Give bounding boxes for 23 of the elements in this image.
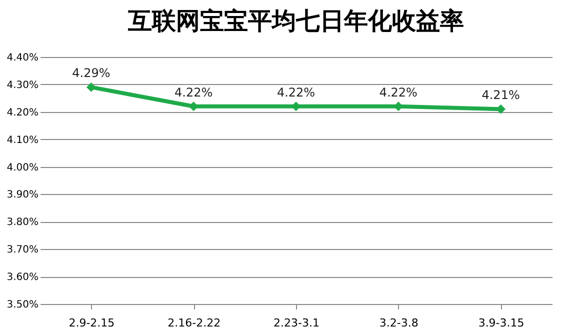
data-label: 4.21% (482, 88, 520, 102)
point (188, 102, 198, 112)
data-label: 4.22% (276, 85, 316, 100)
y-tick-label: 3.70% (6, 244, 38, 256)
x-tick-label: 2.23-3.1 (274, 316, 320, 330)
data-label: 4.29% (72, 66, 110, 80)
data-label: 4.22% (174, 85, 213, 100)
data-label: 4.22% (379, 85, 418, 100)
chart-title: 互联网宝宝平均七日年化收益率 (127, 6, 464, 35)
y-tick-label: 3.50% (6, 300, 38, 310)
y-tick-label: 4.40% (6, 52, 38, 64)
y-tick-label: 4.30% (6, 80, 38, 91)
y-tick-label: 4.00% (6, 162, 38, 174)
y-tick-label: 4.20% (6, 107, 38, 118)
x-tick-label: 3.9-3.15 (478, 316, 524, 330)
y-tick-label: 3.80% (6, 217, 38, 228)
x-tick-label: 2.16-2.22 (168, 316, 221, 330)
y-tick-label: 3.60% (6, 272, 38, 284)
point (86, 82, 96, 92)
y-tick-label: 3.90% (6, 190, 38, 201)
y-tick-label: 4.10% (6, 134, 38, 146)
x-tick-label: 3.2-3.8 (379, 316, 418, 330)
x-tick-label: 2.9-2.15 (68, 316, 115, 330)
